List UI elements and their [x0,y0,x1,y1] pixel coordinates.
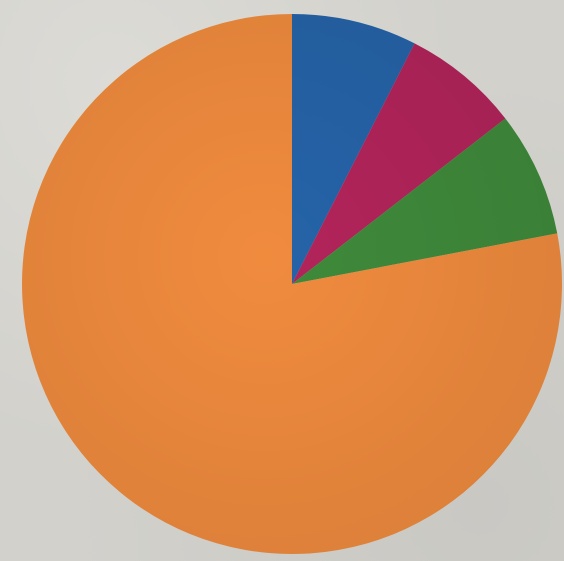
pie-slices [22,14,563,554]
